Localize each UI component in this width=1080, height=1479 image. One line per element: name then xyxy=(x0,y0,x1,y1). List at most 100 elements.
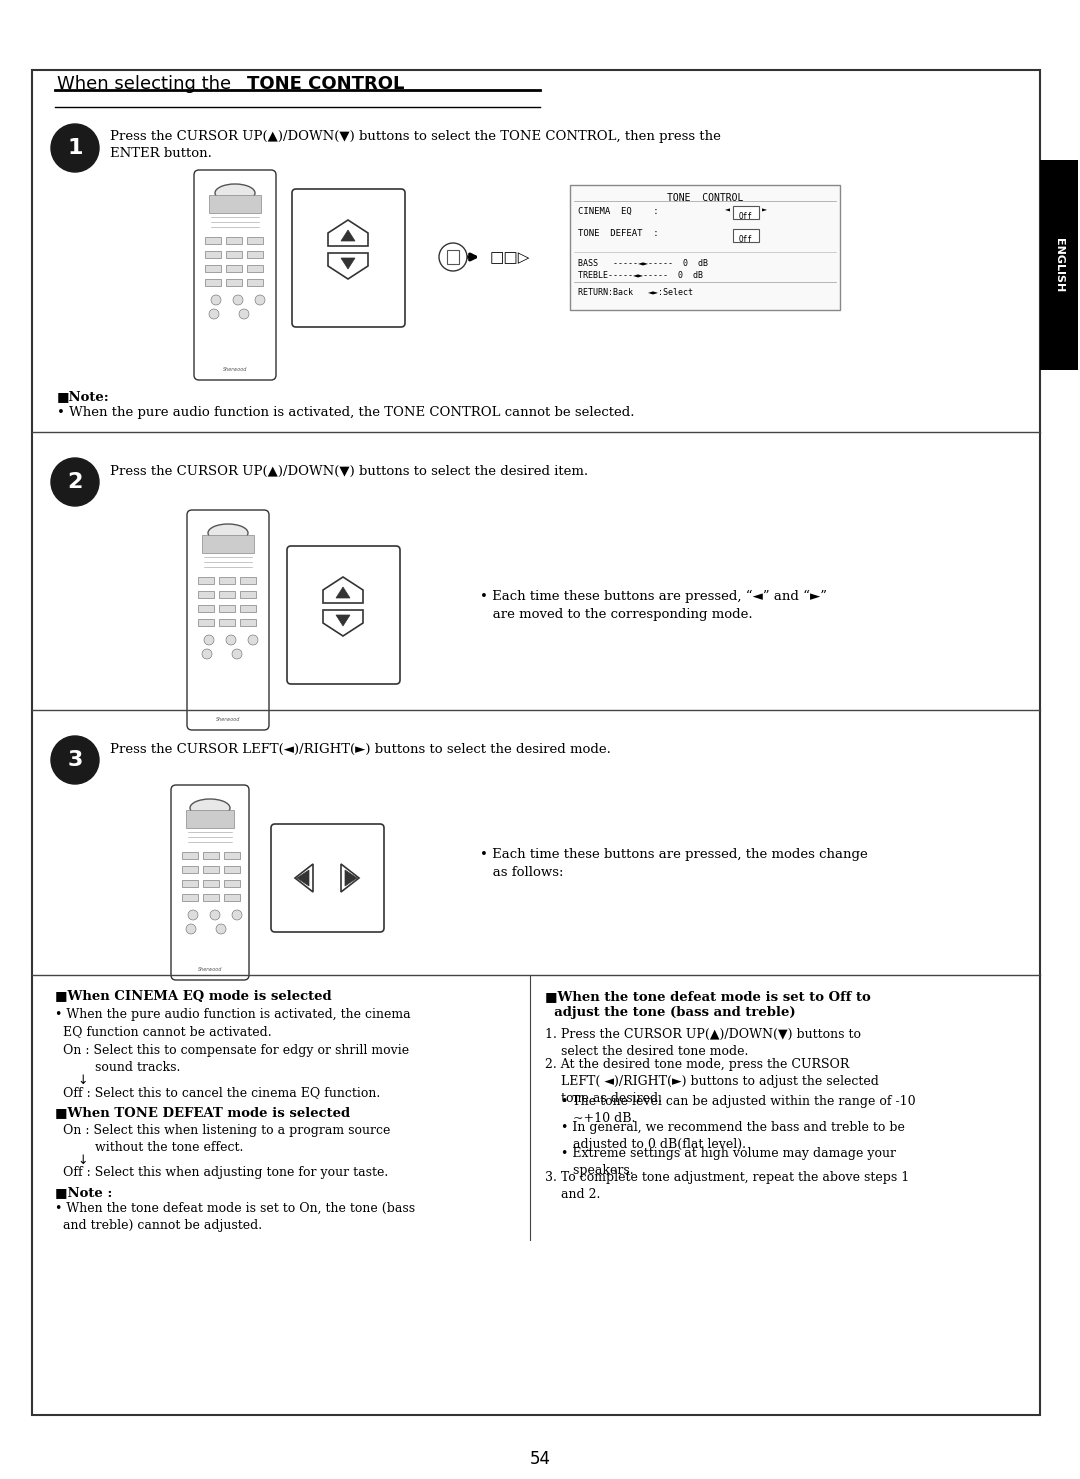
FancyBboxPatch shape xyxy=(194,170,276,380)
Circle shape xyxy=(51,737,99,784)
Text: ENGLISH: ENGLISH xyxy=(1054,238,1064,293)
FancyBboxPatch shape xyxy=(733,229,759,243)
FancyBboxPatch shape xyxy=(205,280,221,285)
Circle shape xyxy=(51,124,99,172)
Text: □□▷: □□▷ xyxy=(490,250,530,265)
FancyBboxPatch shape xyxy=(219,605,235,612)
Text: • In general, we recommend the bass and treble to be
       adjusted to 0 dB(fla: • In general, we recommend the bass and … xyxy=(545,1121,905,1151)
FancyBboxPatch shape xyxy=(198,577,214,584)
FancyBboxPatch shape xyxy=(733,206,759,219)
Text: • Each time these buttons are pressed, “◄” and “►”
   are moved to the correspon: • Each time these buttons are pressed, “… xyxy=(480,590,827,621)
Text: ■Note :: ■Note : xyxy=(55,1186,112,1199)
FancyBboxPatch shape xyxy=(240,620,256,626)
FancyBboxPatch shape xyxy=(205,265,221,272)
FancyBboxPatch shape xyxy=(292,189,405,327)
FancyBboxPatch shape xyxy=(240,592,256,598)
FancyBboxPatch shape xyxy=(203,880,219,887)
Circle shape xyxy=(210,910,220,920)
Text: ↓: ↓ xyxy=(77,1154,87,1167)
Circle shape xyxy=(239,309,249,319)
Text: On : Select this when listening to a program source
          without the tone e: On : Select this when listening to a pro… xyxy=(55,1124,390,1154)
Text: TONE CONTROL: TONE CONTROL xyxy=(247,75,404,93)
FancyBboxPatch shape xyxy=(203,893,219,901)
FancyBboxPatch shape xyxy=(219,577,235,584)
Text: CINEMA  EQ    :: CINEMA EQ : xyxy=(578,207,659,216)
Text: 54: 54 xyxy=(529,1449,551,1469)
Text: ■When the tone defeat mode is set to Off to: ■When the tone defeat mode is set to Off… xyxy=(545,989,870,1003)
Text: Press the CURSOR LEFT(◄)/RIGHT(►) buttons to select the desired mode.: Press the CURSOR LEFT(◄)/RIGHT(►) button… xyxy=(110,742,611,756)
FancyBboxPatch shape xyxy=(240,605,256,612)
FancyBboxPatch shape xyxy=(224,880,240,887)
Circle shape xyxy=(255,294,265,305)
Circle shape xyxy=(232,910,242,920)
FancyBboxPatch shape xyxy=(247,280,264,285)
FancyBboxPatch shape xyxy=(224,893,240,901)
Text: ■When TONE DEFEAT mode is selected: ■When TONE DEFEAT mode is selected xyxy=(55,1106,350,1120)
Text: Press the CURSOR UP(▲)/DOWN(▼) buttons to select the desired item.: Press the CURSOR UP(▲)/DOWN(▼) buttons t… xyxy=(110,464,589,478)
FancyBboxPatch shape xyxy=(210,195,261,213)
Ellipse shape xyxy=(215,183,255,203)
FancyBboxPatch shape xyxy=(247,265,264,272)
Polygon shape xyxy=(341,257,355,269)
Text: • Extreme settings at high volume may damage your
       speakers.: • Extreme settings at high volume may da… xyxy=(545,1148,896,1177)
Text: adjust the tone (bass and treble): adjust the tone (bass and treble) xyxy=(545,1006,796,1019)
Text: • When the pure audio function is activated, the TONE CONTROL cannot be selected: • When the pure audio function is activa… xyxy=(57,407,635,419)
Text: Off: Off xyxy=(739,211,753,220)
Text: 3. To complete tone adjustment, repeat the above steps 1
    and 2.: 3. To complete tone adjustment, repeat t… xyxy=(545,1171,909,1201)
Circle shape xyxy=(204,634,214,645)
Polygon shape xyxy=(345,870,357,886)
FancyBboxPatch shape xyxy=(186,810,234,828)
Circle shape xyxy=(216,924,226,935)
Text: ◄: ◄ xyxy=(725,206,730,214)
FancyBboxPatch shape xyxy=(198,592,214,598)
Text: Off: Off xyxy=(739,235,753,244)
FancyBboxPatch shape xyxy=(183,880,198,887)
Polygon shape xyxy=(336,587,350,598)
Text: Press the CURSOR UP(▲)/DOWN(▼) buttons to select the TONE CONTROL, then press th: Press the CURSOR UP(▲)/DOWN(▼) buttons t… xyxy=(110,130,720,160)
Text: Off : Select this when adjusting tone for your taste.: Off : Select this when adjusting tone fo… xyxy=(55,1165,388,1179)
FancyBboxPatch shape xyxy=(271,824,384,932)
Circle shape xyxy=(226,634,237,645)
FancyBboxPatch shape xyxy=(247,237,264,244)
FancyBboxPatch shape xyxy=(171,785,249,981)
Circle shape xyxy=(438,243,467,271)
Text: 2. At the desired tone mode, press the CURSOR
    LEFT( ◄)/RIGHT(►) buttons to a: 2. At the desired tone mode, press the C… xyxy=(545,1057,879,1105)
FancyBboxPatch shape xyxy=(226,265,242,272)
Text: 1. Press the CURSOR UP(▲)/DOWN(▼) buttons to
    select the desired tone mode.: 1. Press the CURSOR UP(▲)/DOWN(▼) button… xyxy=(545,1028,861,1057)
Text: 1: 1 xyxy=(67,138,83,158)
Circle shape xyxy=(51,458,99,506)
Text: When selecting the: When selecting the xyxy=(57,75,237,93)
Text: Sherwood: Sherwood xyxy=(216,717,240,722)
Polygon shape xyxy=(341,231,355,241)
Text: 3: 3 xyxy=(67,750,83,771)
Ellipse shape xyxy=(208,524,248,541)
Text: Sherwood: Sherwood xyxy=(222,367,247,373)
Text: ↓: ↓ xyxy=(77,1074,87,1087)
Polygon shape xyxy=(297,870,309,886)
FancyBboxPatch shape xyxy=(240,577,256,584)
Text: TONE  CONTROL: TONE CONTROL xyxy=(666,192,743,203)
Bar xyxy=(1040,160,1078,370)
Text: ■Note:: ■Note: xyxy=(57,390,110,402)
FancyBboxPatch shape xyxy=(224,867,240,873)
Circle shape xyxy=(248,634,258,645)
Circle shape xyxy=(210,309,219,319)
Circle shape xyxy=(233,294,243,305)
Text: RETURN:Back   ◄►:Select: RETURN:Back ◄►:Select xyxy=(578,288,693,297)
Polygon shape xyxy=(336,615,350,626)
FancyBboxPatch shape xyxy=(202,535,254,553)
Text: BASS   -----◄►-----  0  dB: BASS -----◄►----- 0 dB xyxy=(578,259,708,268)
Circle shape xyxy=(232,649,242,660)
FancyBboxPatch shape xyxy=(287,546,400,683)
Text: 2: 2 xyxy=(67,472,83,493)
FancyBboxPatch shape xyxy=(183,893,198,901)
Text: ■When CINEMA EQ mode is selected: ■When CINEMA EQ mode is selected xyxy=(55,989,332,1003)
FancyBboxPatch shape xyxy=(219,592,235,598)
Text: • When the tone defeat mode is set to On, the tone (bass
  and treble) cannot be: • When the tone defeat mode is set to On… xyxy=(55,1202,415,1232)
FancyBboxPatch shape xyxy=(187,510,269,731)
Text: TREBLE-----◄►-----  0  dB: TREBLE-----◄►----- 0 dB xyxy=(578,271,703,280)
FancyBboxPatch shape xyxy=(183,852,198,859)
FancyBboxPatch shape xyxy=(226,251,242,257)
Circle shape xyxy=(202,649,212,660)
FancyBboxPatch shape xyxy=(203,852,219,859)
